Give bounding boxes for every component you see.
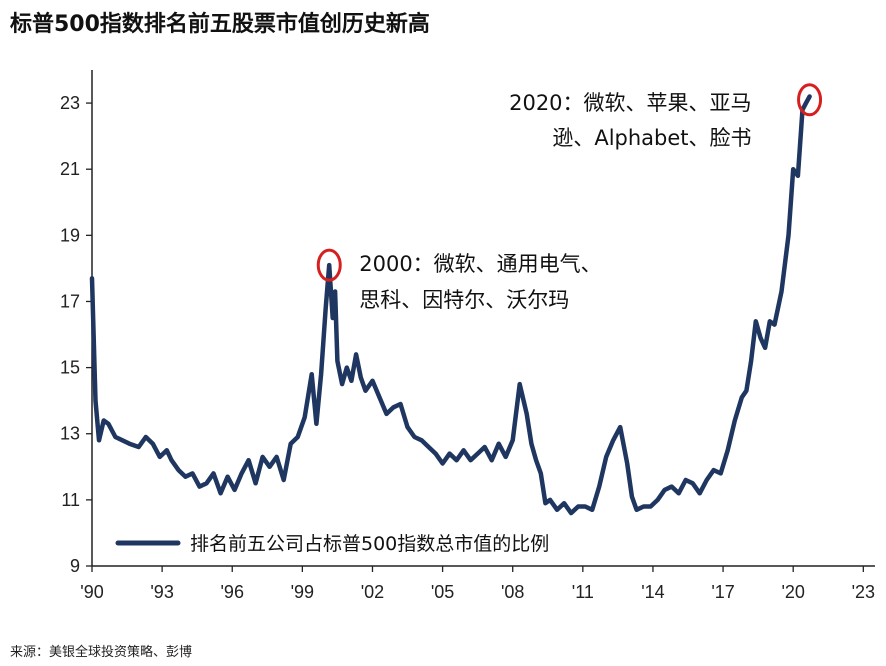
y-tick-label: 19	[60, 225, 80, 245]
y-tick-label: 17	[60, 291, 80, 311]
x-tick-label: '02	[361, 582, 384, 602]
y-tick-label: 15	[60, 358, 80, 378]
x-tick-label: '05	[431, 582, 454, 602]
y-tick-label: 13	[60, 424, 80, 444]
annotation-text: 思科、因特尔、沃尔玛	[359, 288, 569, 312]
x-tick-label: '14	[641, 582, 664, 602]
x-tick-label: '08	[501, 582, 524, 602]
annotation-text: 2020：微软、苹果、亚马	[509, 91, 751, 115]
peak-highlight-circle	[797, 83, 823, 117]
series-layer	[89, 94, 812, 516]
annotation-text: 逊、Alphabet、脸书	[552, 126, 751, 150]
chart-ticks: 9 11 13 15 17 19 21 23 '90 '93 '96 '99 '02 '05 '08 '11 '…	[60, 93, 875, 602]
x-tick-label: '23	[852, 582, 875, 602]
x-tick-label: '93	[150, 582, 173, 602]
peak-highlight-circle	[316, 248, 342, 282]
chart-axes	[91, 70, 875, 567]
chart-legend: 排名前五公司占标普500指数总市值的比例	[115, 533, 549, 555]
x-tick-label: '17	[711, 582, 734, 602]
x-tick-label: '90	[80, 582, 103, 602]
chart-title: 标普500指数排名前五股票市值创历史新高	[10, 12, 430, 37]
y-tick-label: 11	[61, 490, 80, 510]
y-tick-label: 23	[60, 93, 80, 113]
legend-label: 排名前五公司占标普500指数总市值的比例	[190, 533, 549, 555]
chart-annotations: 2000：微软、通用电气、思科、因特尔、沃尔玛 2020：微软、苹果、亚马逊、Al…	[316, 83, 823, 312]
chart-source: 来源：美银全球投资策略、彭博	[10, 645, 193, 660]
x-tick-label: '96	[221, 582, 244, 602]
x-tick-label: '11	[572, 582, 594, 602]
x-tick-label: '99	[291, 582, 314, 602]
y-tick-label: 21	[60, 159, 80, 179]
x-tick-label: '20	[781, 582, 804, 602]
annotation-text: 2000：微软、通用电气、	[359, 252, 601, 276]
y-tick-label: 9	[70, 556, 80, 576]
series-line	[89, 94, 812, 516]
